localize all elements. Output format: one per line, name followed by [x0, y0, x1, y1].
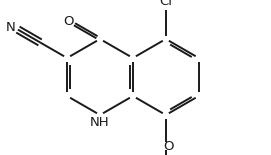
Text: O: O [164, 140, 174, 153]
Text: NH: NH [90, 115, 110, 128]
Text: N: N [6, 21, 15, 34]
Text: O: O [63, 15, 73, 28]
Text: Cl: Cl [159, 0, 172, 8]
